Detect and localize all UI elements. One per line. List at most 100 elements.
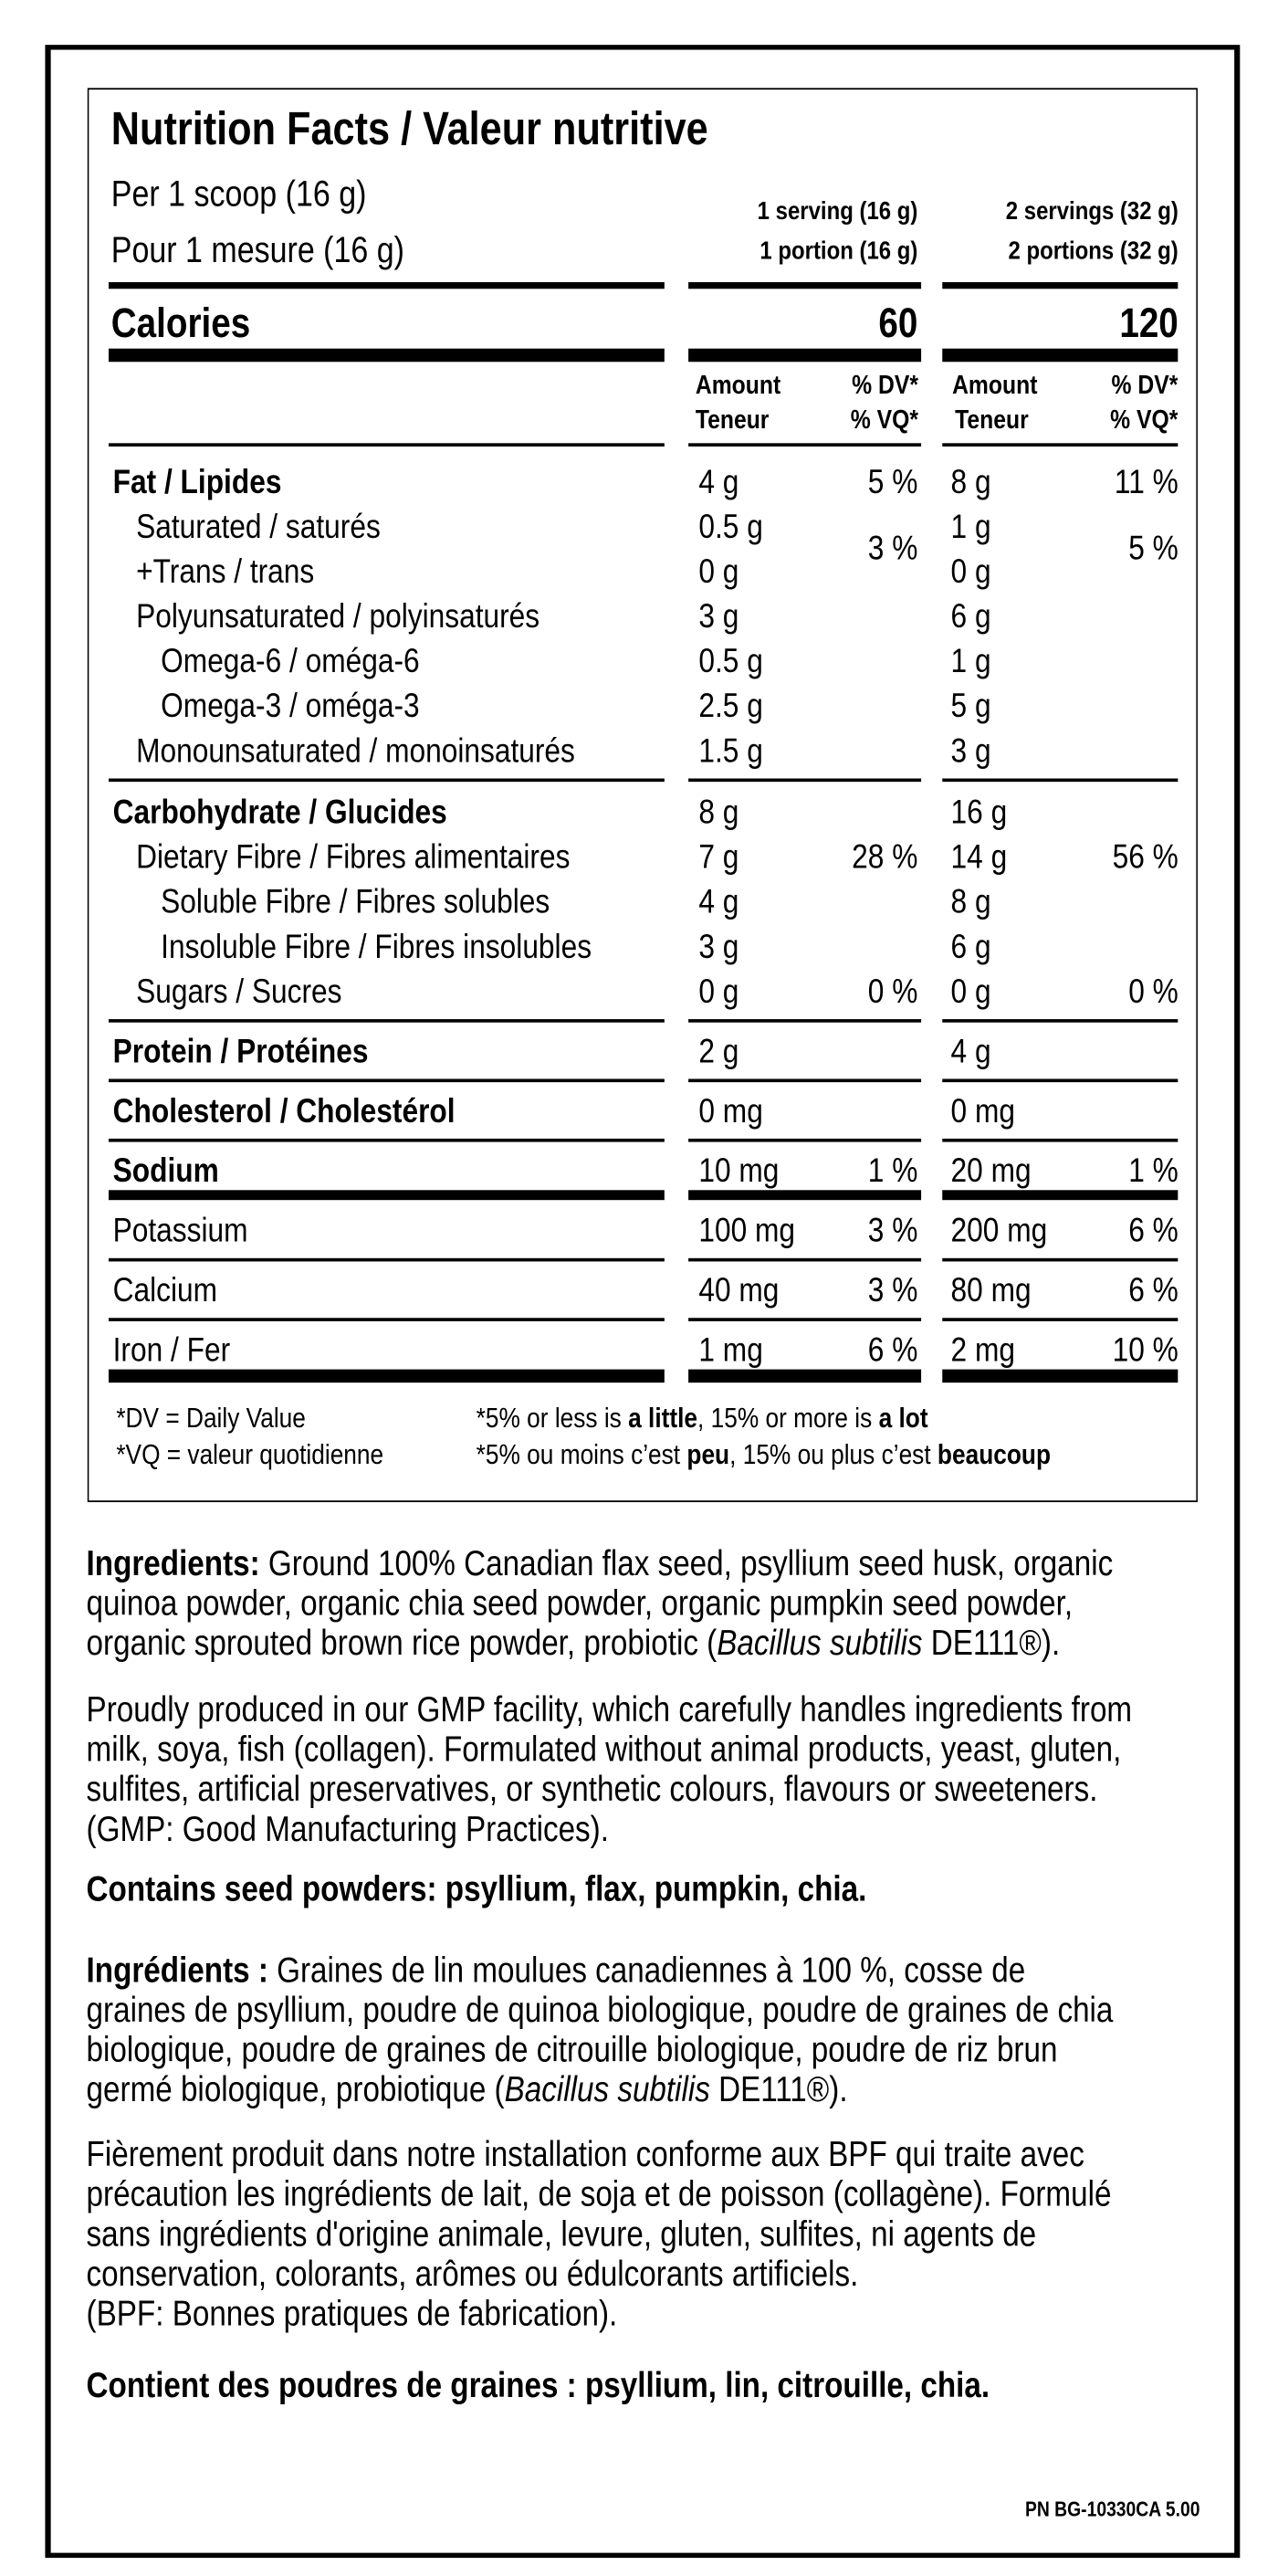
outer-border — [45, 45, 1241, 2559]
col2-amount: 6 g — [950, 927, 991, 965]
col2-teneur-header: Teneur — [955, 406, 1029, 436]
nutrition-title: Nutrition Facts / Valeur nutritive — [110, 102, 708, 155]
rule-segment — [688, 443, 922, 447]
text-line: organic sprouted brown rice powder, prob… — [87, 1624, 1215, 1664]
bold-text: Ingredients: — [86, 1543, 260, 1584]
col1-teneur-header: Teneur — [695, 406, 770, 436]
text: germé biologique, probiotique ( — [86, 2069, 505, 2110]
text-line: (GMP: Good Manufacturing Practices). — [87, 1809, 1215, 1849]
dv-guide-en: *5% or less is a little, 15% or more is … — [477, 1401, 928, 1437]
col1-amount: 1 mg — [698, 1330, 763, 1369]
col1-daily-value: 3 % — [867, 1270, 918, 1309]
col1-amount: 0.5 g — [698, 507, 763, 546]
dv-guide-fr: *5% ou moins c’est peu, 15% ou plus c’es… — [477, 1437, 1051, 1474]
col2-amount: 5 g — [950, 686, 991, 725]
nutrient-label: Omega-6 / oméga-6 — [161, 641, 420, 680]
col2-daily-value: 56 % — [1112, 837, 1178, 876]
col2-daily-value: 5 % — [1128, 529, 1178, 568]
text-line: sans ingrédients d'origine animale, levu… — [87, 2214, 1215, 2255]
rule-segment — [942, 348, 1178, 363]
rule-segment — [942, 1318, 1178, 1321]
facility-fr: Fièrement produit dans notre installatio… — [87, 2135, 1215, 2334]
text: biologique, poudre de graines de citroui… — [86, 2030, 1058, 2070]
col1-amount: 40 mg — [698, 1270, 780, 1309]
rule-segment — [942, 1138, 1178, 1142]
text: , 15% ou plus c’est — [729, 1438, 938, 1471]
rule-segment — [942, 1019, 1178, 1023]
text: conservation, colorants, arômes ou édulc… — [86, 2254, 859, 2295]
allergen-fr: Contient des poudres de graines : psylli… — [87, 2365, 1215, 2405]
nutrient-label: Soluble Fibre / Fibres solubles — [161, 882, 550, 920]
rule-segment — [108, 1019, 665, 1023]
col1-amount: 2 g — [698, 1031, 739, 1070]
col1-amount: 7 g — [698, 837, 739, 876]
col2-serving-fr: 2 portions (32 g) — [1008, 237, 1178, 266]
text-line: Contains seed powders: psyllium, flax, p… — [87, 1869, 1215, 1909]
serving-size-en: Per 1 scoop (16 g) — [110, 173, 367, 215]
calories-label: Calories — [110, 300, 251, 347]
text: précaution les ingrédients de lait, de s… — [86, 2174, 1112, 2214]
col1-vq-header: % VQ* — [850, 406, 918, 436]
col2-amount: 80 mg — [950, 1270, 1032, 1309]
text: (GMP: Good Manufacturing Practices). — [86, 1809, 609, 1849]
col1-amount-header: Amount — [695, 372, 781, 401]
col1-daily-value: 1 % — [867, 1151, 918, 1190]
col1-daily-value: 0 % — [867, 972, 918, 1011]
text: (BPF: Bonnes pratiques de fabrication). — [86, 2294, 618, 2334]
col1-daily-value: 3 % — [867, 529, 918, 568]
text: organic sprouted brown rice powder, prob… — [86, 1623, 718, 1664]
col1-daily-value: 5 % — [867, 462, 918, 501]
rule-segment — [108, 778, 665, 783]
nutrient-label: Calcium — [112, 1270, 218, 1309]
col2-amount: 0 g — [950, 552, 991, 591]
col2-serving-en: 2 servings (32 g) — [1005, 197, 1178, 226]
text: sans ingrédients d'origine animale, levu… — [86, 2213, 1037, 2255]
bold-text: Ingrédients : — [86, 1950, 268, 1991]
col2-daily-value: 6 % — [1128, 1211, 1178, 1249]
col2-amount: 0 mg — [950, 1091, 1015, 1130]
col1-amount: 100 mg — [698, 1211, 796, 1249]
rule-segment — [942, 1257, 1178, 1262]
facility-en: Proudly produced in our GMP facility, wh… — [87, 1689, 1215, 1848]
rule-segment — [942, 1078, 1178, 1083]
nutrient-label: Potassium — [112, 1211, 248, 1249]
col2-amount-header: Amount — [952, 372, 1038, 401]
bold-text: Contient des poudres de graines : psylli… — [86, 2365, 990, 2405]
rule-segment — [942, 282, 1178, 289]
rule-segment — [942, 1369, 1178, 1383]
rule-segment — [688, 778, 922, 783]
nutrient-label: Fat / Lipides — [112, 462, 282, 501]
col1-amount: 8 g — [698, 792, 739, 831]
bold-text: Contains seed powders: psyllium, flax, p… — [86, 1868, 867, 1909]
italic-text: Bacillus subtilis — [504, 2069, 710, 2110]
col1-amount: 0 g — [698, 552, 739, 591]
text: *5% ou moins c’est — [476, 1438, 687, 1471]
nutrient-label: +Trans / trans — [136, 552, 315, 591]
nutrient-label: Monounsaturated / monoinsaturés — [136, 731, 575, 770]
col1-amount: 0.5 g — [698, 641, 763, 680]
rule-segment — [688, 1190, 922, 1201]
text: Fièrement produit dans notre installatio… — [86, 2134, 1084, 2175]
nutrient-label: Polyunsaturated / polyinsaturés — [136, 596, 540, 636]
nutrient-label: Omega-3 / oméga-3 — [161, 686, 420, 725]
serving-size-fr: Pour 1 mesure (16 g) — [110, 228, 404, 271]
rule-segment — [108, 1369, 665, 1383]
col1-dv-header: % DV* — [852, 372, 918, 401]
text-line: graines de psyllium, poudre de quinoa bi… — [87, 1990, 1215, 2030]
allergen-en: Contains seed powders: psyllium, flax, p… — [87, 1869, 1215, 1909]
bold-text: a lot — [878, 1402, 928, 1435]
col1-daily-value: 3 % — [867, 1211, 918, 1249]
nutrient-label: Insoluble Fibre / Fibres insolubles — [161, 927, 592, 965]
nutrient-label: Saturated / saturés — [136, 507, 381, 546]
text-line: (BPF: Bonnes pratiques de fabrication). — [87, 2294, 1215, 2334]
col1-amount: 1.5 g — [698, 731, 763, 770]
vq-definition: *VQ = valeur quotidienne — [116, 1438, 384, 1471]
col1-amount: 0 g — [698, 972, 739, 1011]
ingredients-en: Ingredients: Ground 100% Canadian flax s… — [87, 1543, 1215, 1663]
rule-segment — [942, 778, 1178, 783]
text-line: biologique, poudre de graines de citroui… — [87, 2030, 1215, 2070]
col2-calories: 120 — [1119, 300, 1178, 347]
col2-amount: 2 mg — [950, 1330, 1015, 1369]
rule-segment — [688, 1078, 922, 1083]
